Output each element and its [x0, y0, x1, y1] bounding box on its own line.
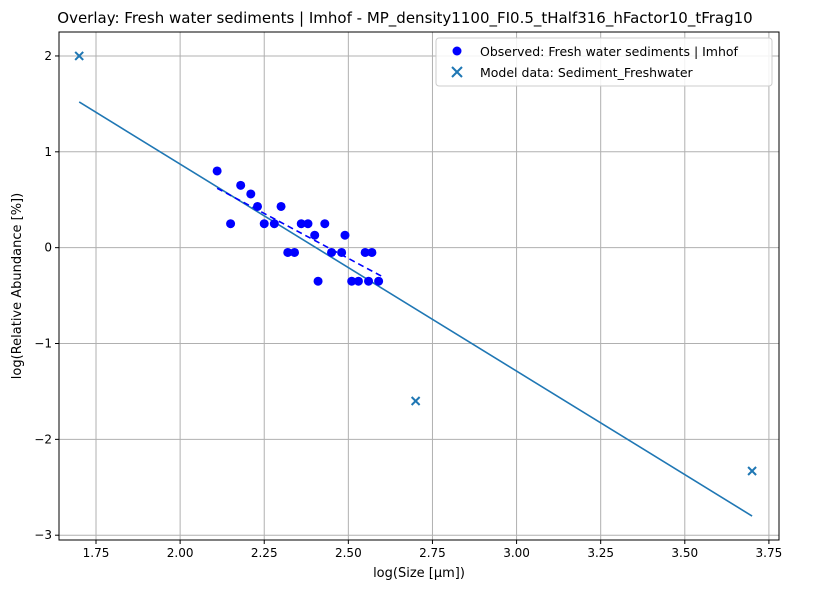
x-axis-ticks: 1.75 2.00 2.25 2.50 2.75 3.00 3.25 3.50 3.75	[83, 540, 783, 560]
data-points	[74, 51, 757, 476]
y-tick-label: −2	[34, 432, 52, 446]
x-tick-label: 3.25	[587, 546, 614, 560]
observed-point	[236, 180, 246, 190]
x-tick-label: 3.50	[671, 546, 698, 560]
observed-point	[296, 219, 306, 229]
observed-point	[364, 276, 374, 286]
x-tick-label: 3.00	[503, 546, 530, 560]
legend-box	[435, 37, 773, 87]
legend-label-model: Model data: Sediment_Freshwater	[480, 65, 694, 80]
observed-point	[283, 247, 293, 257]
observed-point	[327, 247, 337, 257]
fit-lines	[78, 101, 753, 517]
observed-point	[320, 219, 330, 229]
model-fit-line	[78, 101, 753, 517]
model-point	[410, 396, 421, 406]
y-tick-label: 1	[44, 145, 52, 159]
x-tick-label: 3.75	[756, 546, 783, 560]
y-tick-label: −3	[34, 528, 52, 542]
observed-point	[337, 247, 347, 257]
observed-point	[353, 276, 363, 286]
observed-point	[226, 219, 236, 229]
observed-point	[374, 276, 384, 286]
grid-lines	[59, 32, 779, 540]
plot-frame	[58, 31, 780, 541]
model-point	[747, 466, 757, 476]
x-tick-label: 2.75	[419, 546, 446, 560]
observed-point	[269, 219, 279, 229]
chart-title: Overlay: Fresh water sediments | Imhof -…	[57, 9, 752, 28]
y-tick-label: 0	[44, 241, 52, 255]
observed-point	[340, 230, 350, 240]
y-tick-label: 2	[44, 49, 52, 63]
y-axis-label: log(Relative Abundance [%])	[10, 193, 25, 379]
observed-point	[303, 219, 313, 229]
legend-marker-observed	[452, 46, 462, 56]
legend-label-observed: Observed: Fresh water sediments | Imhof	[480, 44, 739, 59]
observed-fit-line	[216, 187, 383, 278]
observed-point	[310, 230, 320, 240]
observed-point	[246, 189, 256, 199]
observed-point	[253, 201, 263, 211]
model-point	[74, 51, 84, 61]
observed-point	[360, 247, 370, 257]
observed-point	[367, 247, 377, 257]
observed-point	[259, 219, 269, 229]
x-tick-label: 2.00	[167, 546, 194, 560]
legend-marker-model	[451, 66, 463, 78]
y-tick-label: −1	[34, 337, 52, 351]
observed-point	[313, 276, 323, 286]
x-tick-label: 2.50	[335, 546, 362, 560]
observed-point	[276, 201, 286, 211]
y-axis-ticks: 2 1 0 −1 −2 −3	[34, 49, 59, 542]
observed-point	[290, 247, 300, 257]
x-tick-label: 2.25	[251, 546, 278, 560]
observed-point	[347, 276, 357, 286]
observed-point	[212, 166, 222, 176]
x-axis-label: log(Size [µm])	[373, 566, 465, 581]
legend: Observed: Fresh water sediments | Imhof …	[435, 37, 773, 87]
x-tick-label: 1.75	[83, 546, 110, 560]
